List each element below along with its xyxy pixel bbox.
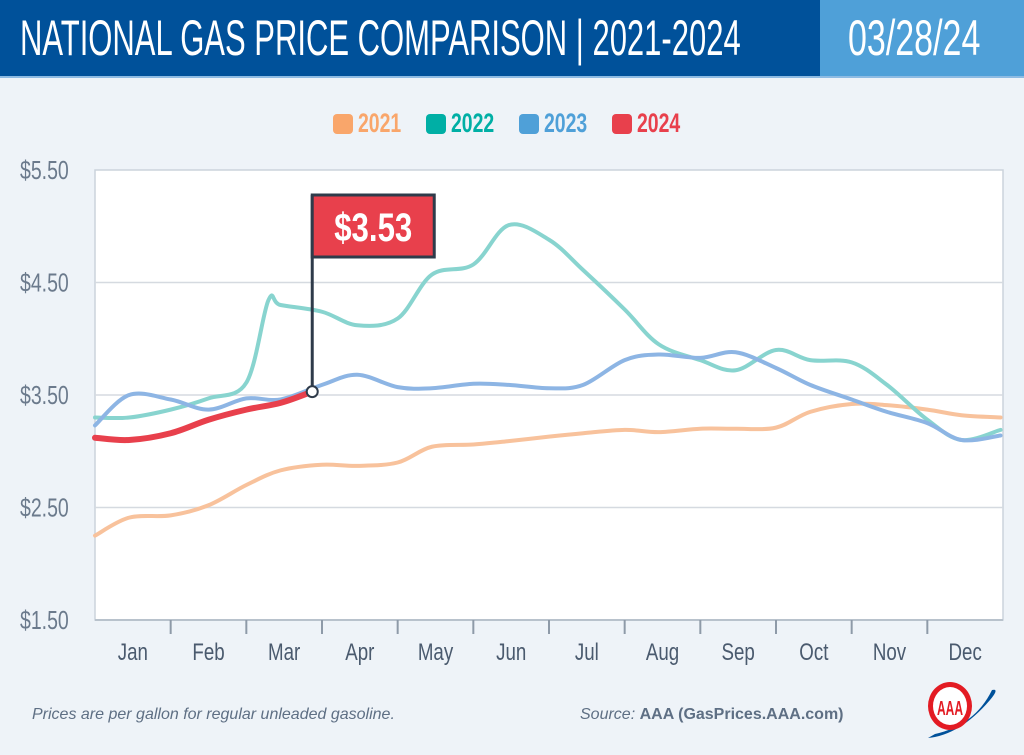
series-line-2024 [92, 388, 316, 444]
legend-label: 2021 [358, 108, 402, 138]
y-tick-label: $5.50 [20, 155, 69, 184]
legend-item-2021: 2021 [333, 108, 412, 139]
legend-item-2024: 2024 [612, 108, 691, 139]
date-label: 03/28/24 [848, 10, 981, 66]
legend-label: 2024 [637, 108, 681, 138]
x-tick-label: Oct [799, 639, 828, 666]
y-tick-label: $2.50 [20, 493, 69, 522]
x-tick-label: Jul [575, 639, 599, 666]
legend: 2021 2022 2023 2024 [0, 108, 1024, 139]
y-tick-label: $3.50 [20, 380, 69, 409]
callout-label: $3.53 [334, 205, 412, 250]
page-title: NATIONAL GAS PRICE COMPARISON | 2021-202… [20, 10, 741, 66]
x-tick-label: Nov [873, 639, 906, 666]
legend-item-2022: 2022 [426, 108, 505, 139]
callout-flag [310, 193, 436, 259]
source-label: Source: [580, 706, 636, 723]
x-tick-label: Dec [949, 639, 982, 666]
source-value: AAA (GasPrices.AAA.com) [639, 706, 844, 723]
y-tick-label: $1.50 [20, 605, 69, 634]
legend-swatch [426, 113, 446, 134]
date-box [820, 0, 1024, 76]
x-tick-label: May [418, 639, 454, 666]
legend-swatch [519, 113, 539, 134]
series-line-2021 [93, 401, 1003, 538]
legend-swatch [333, 113, 353, 134]
callout-point [305, 385, 319, 399]
x-tick-label: Feb [192, 639, 224, 666]
series-line-2023 [93, 349, 1003, 443]
source: Source: AAA (GasPrices.AAA.com) [580, 706, 844, 724]
legend-item-2023: 2023 [519, 108, 598, 139]
x-tick-label: Apr [345, 639, 374, 666]
x-tick-label: Aug [646, 639, 679, 666]
y-tick-label: $4.50 [20, 268, 69, 297]
x-tick-label: Jan [118, 639, 148, 666]
legend-swatch [612, 113, 632, 134]
footnote: Prices are per gallon for regular unlead… [32, 706, 395, 723]
x-tick-label: Mar [268, 639, 300, 666]
x-tick-label: Jun [496, 639, 526, 666]
legend-label: 2023 [544, 108, 588, 138]
legend-label: 2022 [451, 108, 495, 138]
header-divider [0, 76, 1024, 78]
series-line-2022 [93, 222, 1003, 443]
x-tick-label: Sep [722, 639, 755, 666]
title-bar [0, 0, 820, 76]
